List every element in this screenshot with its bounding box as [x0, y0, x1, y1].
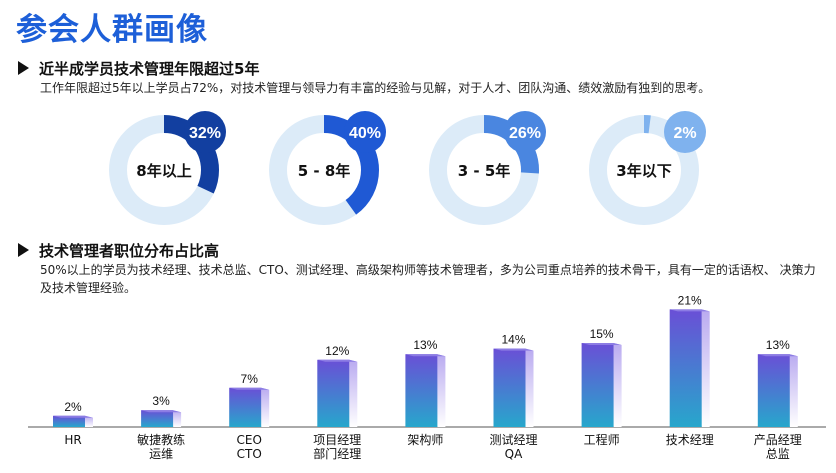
- bar-top: [53, 415, 93, 418]
- bar-category-label: 架构师: [407, 432, 443, 447]
- donut-slice: [429, 115, 539, 225]
- bar: [53, 415, 85, 427]
- bar-side: [701, 309, 710, 427]
- bar-side: [789, 354, 798, 427]
- bar: [757, 354, 790, 427]
- bar-category-label: 项目经理部门经理: [313, 433, 361, 461]
- donut-value-label: 40%: [349, 125, 381, 142]
- donut-value-label: 2%: [673, 125, 696, 142]
- bar-value-label: 15%: [590, 327, 614, 341]
- bar-value-label: 7%: [241, 372, 259, 386]
- donut-slice: [269, 115, 379, 225]
- bar-top: [669, 309, 710, 312]
- section-heading-positions: 技术管理者职位分布占比高: [18, 240, 219, 261]
- donut-category-label: 3 - 5年: [458, 162, 511, 180]
- donut-value-label: 32%: [189, 125, 221, 142]
- bar-group: 2% HR: [53, 400, 93, 447]
- bar-group: 13% 产品经理总监: [754, 338, 802, 461]
- bar: [581, 343, 614, 427]
- bar-top: [141, 410, 182, 413]
- percent-badge: [664, 111, 706, 153]
- bar: [317, 359, 350, 427]
- bar-group: 7% CEO CTO: [229, 372, 270, 461]
- donut-1: 32% 8年以上: [109, 111, 226, 225]
- bar-category-label: CEO CTO: [236, 433, 261, 461]
- bar-top: [581, 343, 622, 345]
- bar-top: [757, 354, 798, 357]
- bar-value-label: 12%: [325, 344, 349, 358]
- bar-value-label: 13%: [766, 338, 790, 352]
- bar-group: 12% 项目经理部门经理: [313, 344, 361, 461]
- bar-group: 21% 技术经理: [666, 293, 714, 447]
- bar: [669, 309, 702, 427]
- bar-side: [525, 348, 534, 427]
- section-heading-text: 近半成学员技术管理年限超过5年: [39, 60, 260, 78]
- bar-value-label: 14%: [501, 333, 525, 347]
- bar-side: [261, 387, 270, 427]
- bar-top: [229, 387, 270, 390]
- bar-side: [437, 354, 446, 427]
- bar-value-label: 2%: [64, 400, 82, 414]
- percent-badge: [344, 111, 386, 153]
- bar-top: [405, 354, 446, 357]
- donut-category-label: 3年以下: [616, 162, 671, 180]
- donut-slice: [109, 115, 219, 225]
- bar-category-label: HR: [64, 433, 81, 447]
- donut-4: 2% 3年以下: [589, 111, 706, 225]
- section-desc-tenure: 工作年限超过5年以上学员占72%，对技术管理与领导力有丰富的经验与见解，对于人才…: [40, 81, 711, 95]
- bar-side: [349, 359, 358, 427]
- bar-top: [317, 359, 358, 362]
- bar-side: [613, 343, 622, 427]
- donut-category-label: 8年以上: [136, 162, 191, 180]
- bar-category-label: 技术经理: [666, 433, 714, 447]
- bar-category-label: 工程师: [584, 432, 620, 447]
- bar-category-label: 敏捷教练运维: [137, 432, 185, 461]
- triangle-bullet-icon: [18, 61, 29, 75]
- triangle-bullet-icon: [18, 243, 29, 257]
- bar-category-label: 产品经理总监: [754, 433, 802, 461]
- percent-badge: [504, 111, 546, 153]
- donut-category-label: 5 - 8年: [298, 162, 351, 180]
- bar-category-label: 测试经理 QA: [489, 432, 537, 461]
- bar-group: 14% 测试经理 QA: [489, 333, 537, 461]
- bar: [493, 348, 526, 427]
- bar-side: [85, 415, 93, 427]
- donut-3: 26% 3 - 5年: [429, 111, 546, 225]
- bar: [229, 387, 262, 427]
- bar: [141, 410, 174, 427]
- bar-group: 15% 工程师: [581, 327, 622, 447]
- bar-top: [493, 348, 534, 351]
- donut-value-label: 26%: [509, 125, 541, 142]
- percent-badge: [184, 111, 226, 153]
- page-title: 参会人群画像: [16, 12, 208, 48]
- bar-group: 13% 架构师: [405, 338, 446, 447]
- bar: [405, 354, 438, 427]
- section-desc-positions: 50%以上的学员为技术经理、技术总监、CTO、测试经理、高级架构师等技术管理者，…: [40, 263, 816, 295]
- donut-slice: [589, 115, 699, 225]
- bar-value-label: 21%: [678, 293, 702, 307]
- bar-group: 3% 敏捷教练运维: [137, 394, 185, 461]
- section-heading-text: 技术管理者职位分布占比高: [39, 242, 220, 260]
- donut-2: 40% 5 - 8年: [269, 111, 386, 225]
- bar-value-label: 3%: [152, 394, 170, 408]
- section-heading-tenure: 近半成学员技术管理年限超过5年: [18, 58, 259, 79]
- bar-side: [173, 410, 182, 427]
- bar-value-label: 13%: [413, 338, 437, 352]
